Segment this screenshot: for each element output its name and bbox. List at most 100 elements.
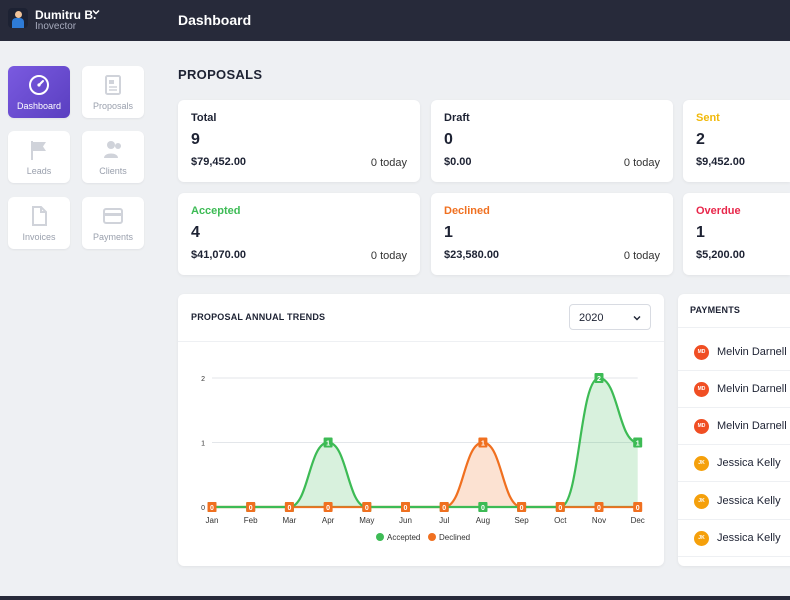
nav-label: Clients (99, 166, 127, 176)
nav-proposals[interactable]: Proposals (82, 66, 144, 118)
legend-marker (376, 533, 384, 541)
page-title: Dashboard (178, 12, 252, 28)
payment-name: Melvin Darnell (717, 383, 787, 395)
nav-dashboard[interactable]: Dashboard (8, 66, 70, 118)
card-accepted[interactable]: Accepted 4 $41,070.00 0 today (178, 193, 420, 275)
nav-label: Leads (26, 166, 52, 176)
data-label-box (633, 502, 643, 512)
data-label-box (478, 437, 488, 448)
payment-name: Jessica Kelly (717, 457, 781, 469)
data-label: 0 (481, 505, 485, 512)
payment-item[interactable]: MD Melvin Darnell (678, 371, 790, 408)
data-label-box (323, 437, 333, 448)
data-label: 0 (365, 505, 369, 512)
credit-card-icon (103, 208, 123, 224)
card-count: 1 (444, 224, 453, 241)
data-label: 0 (636, 505, 640, 512)
x-tick-label: Dec (631, 516, 645, 525)
card-label: Draft (444, 112, 470, 124)
card-declined[interactable]: Declined 1 $23,580.00 0 today (431, 193, 673, 275)
x-tick-label: Aug (476, 516, 490, 525)
card-count: 0 (444, 131, 453, 148)
trend-chart: 0 1 2 Jan Feb Mar Apr May Jun Jul Aug Sep Oct Nov Dec 0… (201, 373, 645, 542)
data-label-box (401, 502, 410, 512)
card-label: Overdue (696, 205, 741, 217)
payment-avatar: MD (694, 345, 709, 360)
x-tick-label: Mar (283, 516, 297, 525)
payments-card: PAYMENTS MD Melvin Darnell MD Melvin Dar… (678, 294, 790, 566)
payment-name: Melvin Darnell (717, 420, 787, 432)
data-label: 1 (326, 441, 330, 448)
nav-invoices[interactable]: Invoices (8, 197, 70, 249)
payment-item[interactable]: JK Jessica Kelly (678, 445, 790, 482)
payment-item[interactable]: JK Jessica Kelly (678, 483, 790, 520)
x-tick-label: Sep (514, 516, 529, 525)
payment-item[interactable]: JK Jessica Kelly (678, 520, 790, 557)
data-label: 0 (210, 505, 214, 512)
data-label-box (439, 502, 449, 512)
data-label: 2 (597, 376, 601, 383)
card-amount: $79,452.00 (191, 156, 247, 168)
y-tick-label: 0 (201, 505, 205, 512)
card-label: Sent (696, 112, 720, 124)
data-label-box (362, 502, 372, 512)
data-label: 0 (558, 505, 562, 512)
card-amount: $23,580.00 (444, 249, 500, 261)
x-tick-label: Jul (439, 516, 449, 525)
data-label: 0 (520, 505, 524, 512)
payment-avatar: JK (694, 494, 709, 509)
nav-label: Payments (92, 232, 134, 242)
payment-avatar: MD (694, 419, 709, 434)
data-label: 1 (481, 441, 485, 448)
payment-name: Jessica Kelly (717, 495, 781, 507)
payment-item[interactable]: MD Melvin Darnell (678, 408, 790, 445)
user-name[interactable]: Dumitru B. (35, 8, 97, 22)
y-tick-label: 2 (201, 376, 205, 383)
bottom-strip (0, 596, 790, 600)
card-amount: $5,200.00 (696, 249, 745, 261)
payment-name: Melvin Darnell (717, 346, 787, 358)
card-label: Total (191, 112, 217, 124)
nav-leads[interactable]: Leads (8, 131, 70, 183)
card-overdue[interactable]: Overdue 1 $5,200.00 (683, 193, 790, 275)
payment-avatar: JK (694, 531, 709, 546)
x-tick-label: Jun (399, 516, 412, 525)
x-tick-label: Feb (244, 516, 258, 525)
data-label: 0 (404, 505, 408, 512)
data-label-box (517, 502, 527, 512)
users-icon (104, 141, 121, 158)
card-draft[interactable]: Draft 0 $0.00 0 today (431, 100, 673, 182)
card-amount: $9,452.00 (696, 156, 745, 168)
nav-payments[interactable]: Payments (82, 197, 144, 249)
data-label-box (478, 502, 488, 512)
payment-item[interactable]: MD Melvin Darnell (678, 334, 790, 371)
x-tick-label: Jan (206, 516, 219, 525)
data-label: 1 (636, 441, 640, 448)
divider (678, 327, 790, 328)
card-today: 0 today (623, 157, 660, 169)
card-total[interactable]: Total 9 $79,452.00 0 today (178, 100, 420, 182)
chevron-down-icon (633, 316, 641, 321)
payment-name: Jessica Kelly (717, 532, 781, 544)
divider (178, 341, 664, 342)
series-area-accepted (212, 378, 638, 507)
x-tick-label: Apr (322, 516, 335, 525)
data-label: 0 (442, 505, 446, 512)
data-label: 0 (597, 505, 601, 512)
card-sent[interactable]: Sent 2 $9,452.00 (683, 100, 790, 182)
nav-label: Proposals (92, 101, 134, 111)
nav-clients[interactable]: Clients (82, 131, 144, 183)
gauge-icon (29, 75, 49, 95)
data-label-box (246, 502, 256, 512)
data-label-box (207, 502, 217, 512)
chevron-down-icon[interactable] (91, 7, 101, 17)
y-tick-label: 1 (201, 441, 205, 448)
year-select[interactable]: 2020 (569, 304, 651, 330)
payment-avatar: MD (694, 382, 709, 397)
flag-icon (31, 141, 46, 160)
x-tick-label: Nov (592, 516, 606, 525)
card-today: 0 today (370, 250, 407, 262)
user-avatar[interactable] (8, 8, 28, 28)
card-amount: $41,070.00 (191, 249, 247, 261)
card-count: 2 (696, 131, 705, 148)
